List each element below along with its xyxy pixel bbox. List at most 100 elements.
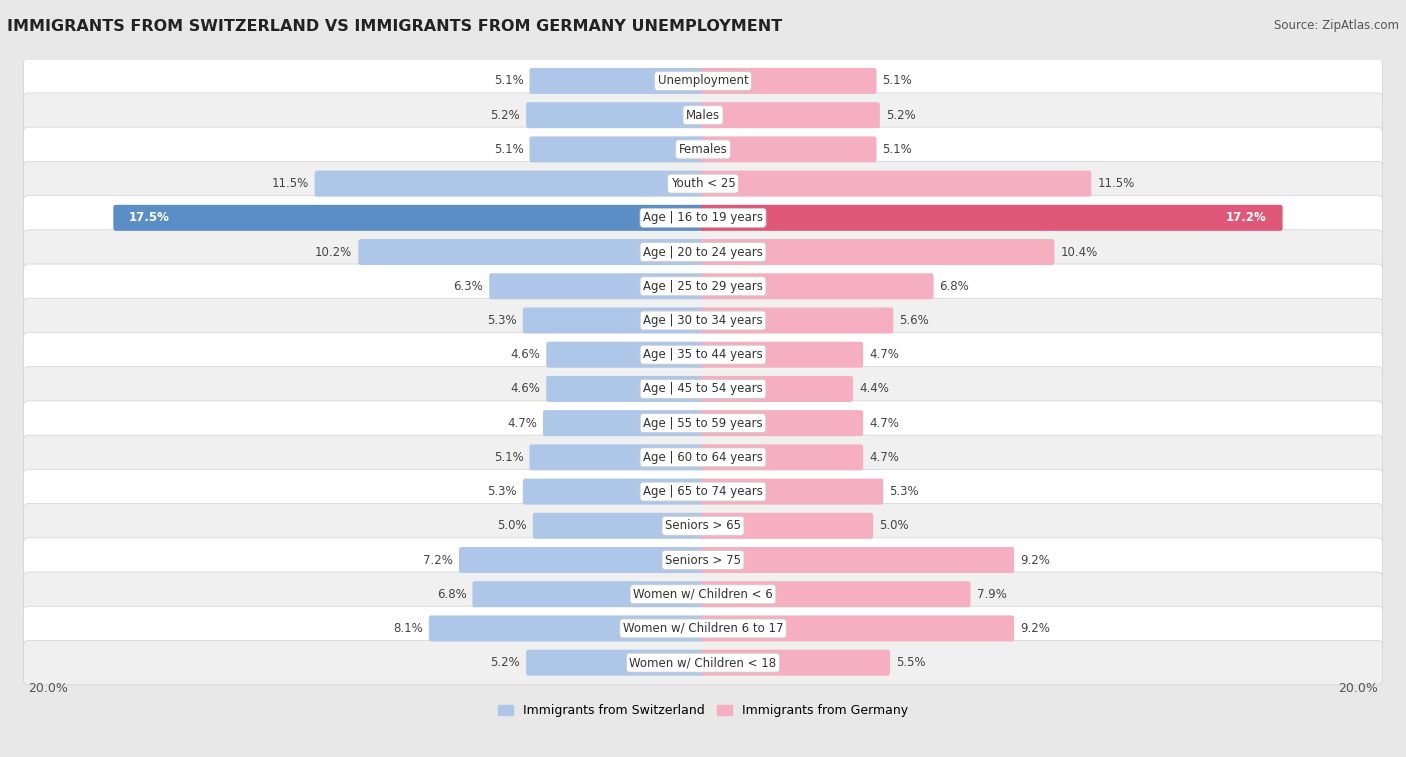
FancyBboxPatch shape xyxy=(530,68,706,94)
Text: Age | 25 to 29 years: Age | 25 to 29 years xyxy=(643,280,763,293)
Text: 5.5%: 5.5% xyxy=(896,656,925,669)
Text: 4.7%: 4.7% xyxy=(869,348,898,361)
FancyBboxPatch shape xyxy=(523,478,706,505)
FancyBboxPatch shape xyxy=(458,547,706,573)
Text: 6.8%: 6.8% xyxy=(939,280,969,293)
FancyBboxPatch shape xyxy=(24,537,1382,582)
FancyBboxPatch shape xyxy=(700,376,853,402)
FancyBboxPatch shape xyxy=(24,298,1382,343)
Text: Males: Males xyxy=(686,109,720,122)
FancyBboxPatch shape xyxy=(489,273,706,299)
Text: Source: ZipAtlas.com: Source: ZipAtlas.com xyxy=(1274,19,1399,32)
FancyBboxPatch shape xyxy=(24,572,1382,616)
Text: Age | 60 to 64 years: Age | 60 to 64 years xyxy=(643,451,763,464)
Text: Age | 35 to 44 years: Age | 35 to 44 years xyxy=(643,348,763,361)
Text: 5.3%: 5.3% xyxy=(889,485,920,498)
FancyBboxPatch shape xyxy=(24,230,1382,274)
Text: 6.3%: 6.3% xyxy=(453,280,484,293)
Text: 4.7%: 4.7% xyxy=(508,416,537,430)
FancyBboxPatch shape xyxy=(24,435,1382,480)
FancyBboxPatch shape xyxy=(359,239,706,265)
FancyBboxPatch shape xyxy=(700,136,876,163)
Text: 5.1%: 5.1% xyxy=(494,143,523,156)
FancyBboxPatch shape xyxy=(530,136,706,163)
FancyBboxPatch shape xyxy=(700,205,1282,231)
Text: Youth < 25: Youth < 25 xyxy=(671,177,735,190)
FancyBboxPatch shape xyxy=(547,341,706,368)
FancyBboxPatch shape xyxy=(700,68,876,94)
Text: 11.5%: 11.5% xyxy=(271,177,309,190)
FancyBboxPatch shape xyxy=(24,401,1382,445)
Text: 5.2%: 5.2% xyxy=(491,656,520,669)
Text: 17.5%: 17.5% xyxy=(129,211,170,224)
Text: 5.2%: 5.2% xyxy=(886,109,915,122)
FancyBboxPatch shape xyxy=(533,512,706,539)
FancyBboxPatch shape xyxy=(24,606,1382,651)
FancyBboxPatch shape xyxy=(24,195,1382,240)
FancyBboxPatch shape xyxy=(24,640,1382,685)
Text: 4.6%: 4.6% xyxy=(510,348,540,361)
Text: 5.0%: 5.0% xyxy=(498,519,527,532)
Text: 7.2%: 7.2% xyxy=(423,553,453,566)
FancyBboxPatch shape xyxy=(530,444,706,470)
Text: 17.2%: 17.2% xyxy=(1226,211,1267,224)
Text: Age | 55 to 59 years: Age | 55 to 59 years xyxy=(643,416,763,430)
Text: 7.9%: 7.9% xyxy=(977,587,1007,601)
FancyBboxPatch shape xyxy=(24,469,1382,514)
Text: 20.0%: 20.0% xyxy=(28,682,69,695)
FancyBboxPatch shape xyxy=(700,273,934,299)
FancyBboxPatch shape xyxy=(700,239,1054,265)
Text: Females: Females xyxy=(679,143,727,156)
Text: Age | 30 to 34 years: Age | 30 to 34 years xyxy=(643,314,763,327)
Text: 5.6%: 5.6% xyxy=(900,314,929,327)
Text: Women w/ Children < 18: Women w/ Children < 18 xyxy=(630,656,776,669)
FancyBboxPatch shape xyxy=(24,366,1382,411)
Text: 5.1%: 5.1% xyxy=(494,451,523,464)
FancyBboxPatch shape xyxy=(315,170,706,197)
Text: 9.2%: 9.2% xyxy=(1021,622,1050,635)
Text: 5.0%: 5.0% xyxy=(879,519,908,532)
Text: 8.1%: 8.1% xyxy=(394,622,423,635)
FancyBboxPatch shape xyxy=(24,161,1382,206)
FancyBboxPatch shape xyxy=(700,410,863,436)
FancyBboxPatch shape xyxy=(24,127,1382,172)
FancyBboxPatch shape xyxy=(526,650,706,676)
Text: Age | 45 to 54 years: Age | 45 to 54 years xyxy=(643,382,763,395)
Text: Women w/ Children 6 to 17: Women w/ Children 6 to 17 xyxy=(623,622,783,635)
FancyBboxPatch shape xyxy=(429,615,706,641)
Text: 5.3%: 5.3% xyxy=(486,314,517,327)
Text: 5.3%: 5.3% xyxy=(486,485,517,498)
Text: IMMIGRANTS FROM SWITZERLAND VS IMMIGRANTS FROM GERMANY UNEMPLOYMENT: IMMIGRANTS FROM SWITZERLAND VS IMMIGRANT… xyxy=(7,19,782,34)
FancyBboxPatch shape xyxy=(543,410,706,436)
FancyBboxPatch shape xyxy=(24,503,1382,548)
Text: 6.8%: 6.8% xyxy=(437,587,467,601)
Text: 9.2%: 9.2% xyxy=(1021,553,1050,566)
Text: 4.7%: 4.7% xyxy=(869,416,898,430)
FancyBboxPatch shape xyxy=(24,264,1382,309)
FancyBboxPatch shape xyxy=(700,102,880,128)
FancyBboxPatch shape xyxy=(700,341,863,368)
Text: 11.5%: 11.5% xyxy=(1097,177,1135,190)
FancyBboxPatch shape xyxy=(700,650,890,676)
FancyBboxPatch shape xyxy=(700,615,1014,641)
FancyBboxPatch shape xyxy=(700,478,883,505)
Text: Women w/ Children < 6: Women w/ Children < 6 xyxy=(633,587,773,601)
Text: 5.2%: 5.2% xyxy=(491,109,520,122)
FancyBboxPatch shape xyxy=(472,581,706,607)
Text: 5.1%: 5.1% xyxy=(883,74,912,88)
Text: Age | 65 to 74 years: Age | 65 to 74 years xyxy=(643,485,763,498)
Text: 10.4%: 10.4% xyxy=(1060,245,1098,259)
Text: 4.7%: 4.7% xyxy=(869,451,898,464)
Text: 5.1%: 5.1% xyxy=(494,74,523,88)
FancyBboxPatch shape xyxy=(523,307,706,334)
Text: Age | 20 to 24 years: Age | 20 to 24 years xyxy=(643,245,763,259)
FancyBboxPatch shape xyxy=(700,547,1014,573)
Text: 10.2%: 10.2% xyxy=(315,245,353,259)
Text: 4.4%: 4.4% xyxy=(859,382,889,395)
FancyBboxPatch shape xyxy=(700,581,970,607)
FancyBboxPatch shape xyxy=(526,102,706,128)
Text: Seniors > 65: Seniors > 65 xyxy=(665,519,741,532)
Text: Unemployment: Unemployment xyxy=(658,74,748,88)
FancyBboxPatch shape xyxy=(700,307,893,334)
Legend: Immigrants from Switzerland, Immigrants from Germany: Immigrants from Switzerland, Immigrants … xyxy=(494,699,912,722)
